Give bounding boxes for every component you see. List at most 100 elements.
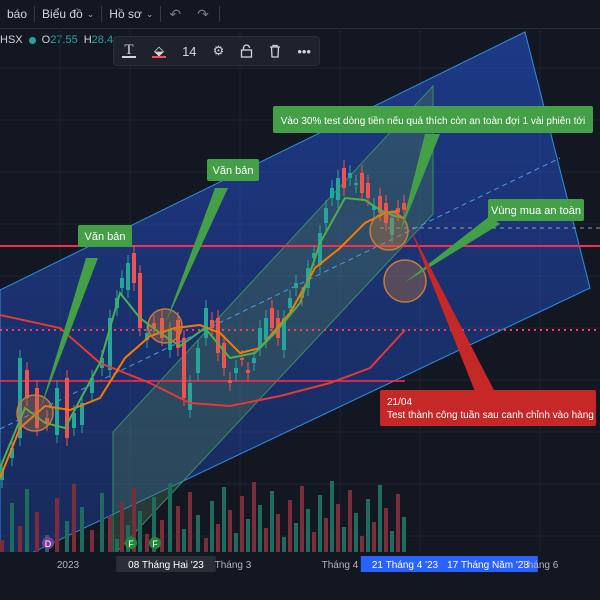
toolbar-divider [101, 6, 103, 22]
volume-bar [100, 493, 104, 552]
volume-bar [390, 531, 394, 552]
candle-body [222, 343, 226, 368]
highlight-circle-1 [16, 394, 54, 432]
volume-bar [108, 516, 112, 552]
highlight-circle-4 [383, 259, 427, 303]
callout-van-ban-1[interactable] [78, 225, 132, 247]
x-axis-tick-label: Tháng 6 [522, 560, 559, 571]
font-size-value[interactable]: 14 [182, 43, 197, 59]
candle-body [188, 383, 192, 410]
volume-bar [402, 517, 406, 552]
volume-bar [324, 518, 328, 552]
candle-body [10, 448, 14, 458]
chevron-down-icon: ⌄ [145, 8, 154, 19]
candle-body [402, 203, 406, 210]
symbol-legend: HSX O27.55 H28.4 [0, 34, 113, 46]
volume-bar [25, 489, 29, 552]
market-status-dot [28, 36, 36, 44]
volume-bar [168, 483, 172, 552]
candle-body [288, 298, 292, 308]
event-marker[interactable] [149, 537, 161, 549]
x-axis: 2023 08 Tháng Hai '23 Tháng 3 Tháng 4 21 Thá… [57, 556, 559, 572]
candle-body [138, 273, 142, 328]
event-marker[interactable] [125, 537, 137, 549]
high-value: 28.4 [91, 34, 114, 46]
volume-bar [132, 488, 136, 552]
callout-van-ban-1-text: Văn bản [85, 231, 126, 243]
redo-icon[interactable]: ↷ [197, 5, 209, 22]
toolbar-fragment[interactable]: báo [0, 0, 34, 28]
volume-bar [90, 530, 94, 552]
candle-body [252, 358, 256, 363]
top-toolbar: báo Biểu đồ ⌄ Hồ sơ ⌄ ↶ ↷ [0, 0, 600, 29]
text-tool-icon[interactable]: T [122, 42, 137, 58]
open-prefix: O [41, 34, 51, 46]
candle-body [90, 378, 94, 393]
volume-bar [378, 485, 382, 552]
volume-bar [306, 509, 310, 552]
volume-bar [318, 495, 322, 552]
undo-icon[interactable]: ↶ [169, 5, 182, 22]
candle-body [120, 278, 124, 288]
chart-menu-label: Biểu đồ [42, 7, 83, 21]
volume-bar [258, 505, 262, 552]
candle-body [216, 318, 220, 353]
callout-van-ban-2[interactable] [207, 159, 259, 181]
trash-icon[interactable] [269, 44, 281, 58]
candle-body [240, 358, 244, 360]
highlight-circle-3 [369, 211, 409, 251]
fill-color-swatch [152, 55, 167, 58]
candle-body [372, 206, 376, 210]
volume-bar [182, 529, 186, 552]
toolbar-divider [160, 6, 162, 22]
ma-long [0, 314, 406, 408]
x-axis-highlight [438, 556, 538, 572]
candle-body [354, 183, 358, 185]
volume-bar [216, 524, 220, 552]
chart-menu-button[interactable]: Biểu đồ ⌄ [35, 0, 101, 28]
callout-note-30pct[interactable] [273, 106, 593, 133]
candle-body [80, 403, 84, 425]
volume-bar [138, 511, 142, 552]
candle-body [348, 173, 352, 178]
volume-bar [115, 539, 119, 552]
volume-bar [55, 498, 59, 552]
exchange-label: HSX [0, 34, 23, 46]
candle-body [270, 308, 274, 328]
chevron-down-icon: ⌄ [86, 8, 95, 19]
volume-bar [80, 507, 84, 552]
candle-body [204, 308, 208, 338]
price-chart[interactable]: Văn bản Văn bản Vào 30% test dòng tiền n… [0, 28, 600, 600]
more-icon[interactable]: ••• [297, 43, 311, 59]
callout-safe-zone-text: Vùng mua an toàn [491, 205, 581, 217]
volume-bar [360, 536, 364, 552]
volume-bar [120, 502, 124, 552]
volume-bar [72, 484, 76, 552]
callout-red-note[interactable] [380, 390, 596, 426]
candle-body [360, 173, 364, 193]
fill-bucket-icon[interactable]: ⬙ [152, 42, 167, 58]
event-marker[interactable] [42, 537, 54, 549]
volume-bar [270, 491, 274, 552]
candle-body [152, 323, 156, 328]
x-axis-highlight [360, 556, 450, 572]
volume-bar [264, 528, 268, 552]
candle-body [330, 188, 334, 198]
callout-safe-zone[interactable] [488, 199, 584, 221]
candle-body [45, 418, 49, 423]
high-price: H28.4 [84, 34, 113, 46]
candle-body [312, 253, 316, 258]
volume-bar [252, 482, 256, 552]
gear-icon[interactable]: ⚙ [212, 43, 225, 58]
volume-bar [282, 537, 286, 552]
lock-icon[interactable] [240, 44, 253, 58]
candle-body [210, 320, 214, 328]
candle-body [35, 388, 39, 428]
callout-red-note-line1: 21/04 [387, 397, 412, 408]
volume-bar [234, 533, 238, 552]
profile-menu-button[interactable]: Hồ sơ ⌄ [102, 0, 160, 28]
x-axis-tick-label: Tháng 3 [215, 560, 252, 571]
candle-body [126, 263, 130, 290]
candle-body [72, 413, 76, 428]
